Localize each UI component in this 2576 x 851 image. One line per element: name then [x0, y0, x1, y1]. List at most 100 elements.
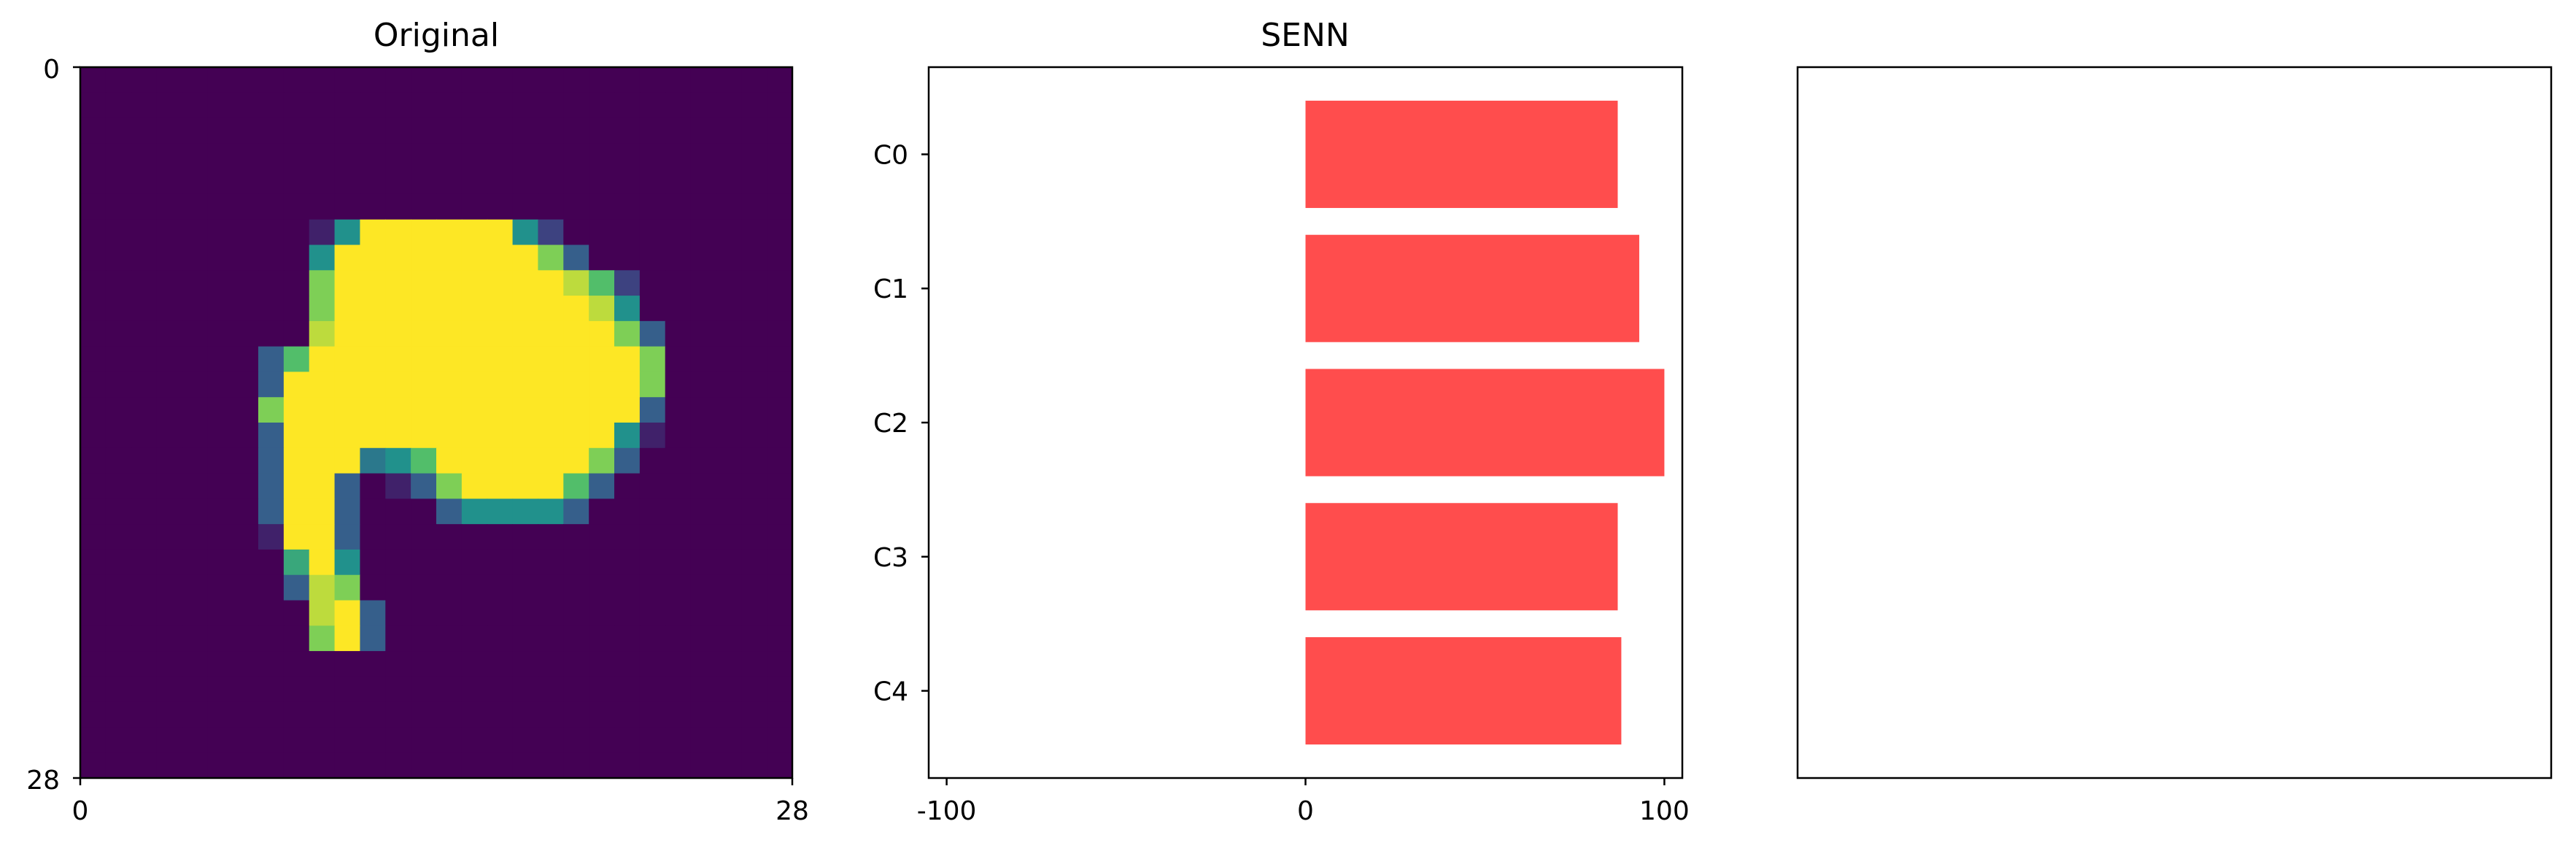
- heatmap-cell: [80, 625, 107, 652]
- heatmap-cell: [360, 727, 386, 753]
- heatmap-cell: [639, 423, 666, 449]
- heatmap-cell: [105, 143, 132, 169]
- heatmap-cell: [385, 701, 411, 728]
- heatmap-cell: [690, 296, 717, 322]
- heatmap-cell: [360, 92, 386, 119]
- heatmap-cell: [207, 651, 233, 677]
- heatmap-cell: [385, 244, 411, 271]
- heatmap-cell: [741, 651, 767, 677]
- heatmap-cell: [233, 676, 259, 703]
- heatmap-cell: [131, 549, 158, 576]
- heatmap-cell: [741, 727, 767, 753]
- heatmap-cell: [309, 320, 336, 347]
- heatmap-cell: [309, 423, 336, 449]
- heatmap-cell: [283, 296, 310, 322]
- heatmap-cell: [436, 423, 463, 449]
- heatmap-cell: [309, 447, 336, 474]
- heatmap-cell: [182, 270, 208, 296]
- heatmap-cell: [512, 219, 539, 246]
- original-xtick-label-right: 28: [775, 796, 809, 826]
- heatmap-cell: [309, 92, 336, 119]
- heatmap-cell: [182, 625, 208, 652]
- heatmap-cell: [385, 193, 411, 220]
- heatmap-cell: [258, 67, 285, 93]
- heatmap-cell: [233, 296, 259, 322]
- heatmap-cell: [182, 727, 208, 753]
- heatmap-cell: [512, 447, 539, 474]
- heatmap-cell: [360, 397, 386, 423]
- heatmap-cell: [614, 320, 641, 347]
- heatmap-cell: [665, 193, 692, 220]
- heatmap-cell: [156, 473, 183, 499]
- heatmap-cell: [639, 219, 666, 246]
- heatmap-cell: [258, 118, 285, 144]
- senn-bar-c3: [1305, 503, 1618, 611]
- heatmap-cell: [131, 447, 158, 474]
- heatmap-cell: [131, 625, 158, 652]
- heatmap-cell: [385, 346, 411, 373]
- heatmap-cell: [665, 752, 692, 779]
- heatmap-cell: [614, 346, 641, 373]
- heatmap-cell: [258, 625, 285, 652]
- heatmap-cell: [741, 498, 767, 525]
- heatmap-cell: [334, 371, 361, 398]
- heatmap-cell: [461, 193, 488, 220]
- heatmap-cell: [182, 346, 208, 373]
- heatmap-cell: [487, 625, 514, 652]
- senn-panel: SENN C0 C1 C2 C3 C4 -100 0 100: [873, 17, 1690, 826]
- heatmap-cell: [80, 752, 107, 779]
- heatmap-cell: [487, 473, 514, 499]
- heatmap-cell: [741, 397, 767, 423]
- heatmap-cell: [360, 346, 386, 373]
- heatmap-cell: [716, 118, 742, 144]
- heatmap-cell: [309, 397, 336, 423]
- heatmap-cell: [512, 169, 539, 195]
- heatmap-cell: [283, 701, 310, 728]
- heatmap-cell: [589, 270, 615, 296]
- heatmap-cell: [411, 219, 437, 246]
- heatmap-cell: [80, 118, 107, 144]
- heatmap-cell: [589, 118, 615, 144]
- heatmap-cell: [283, 320, 310, 347]
- heatmap-cell: [563, 397, 589, 423]
- heatmap-cell: [182, 143, 208, 169]
- heatmap-cell: [334, 447, 361, 474]
- heatmap-cell: [639, 371, 666, 398]
- heatmap-cell: [614, 169, 641, 195]
- heatmap-cell: [182, 118, 208, 144]
- heatmap-cell: [716, 143, 742, 169]
- heatmap-cell: [360, 498, 386, 525]
- heatmap-cell: [639, 625, 666, 652]
- heatmap-cell: [436, 169, 463, 195]
- heatmap-cell: [716, 727, 742, 753]
- heatmap-cell: [207, 219, 233, 246]
- heatmap-cell: [741, 92, 767, 119]
- heatmap-cell: [639, 193, 666, 220]
- heatmap-cell: [538, 397, 564, 423]
- heatmap-cell: [563, 270, 589, 296]
- heatmap-cell: [716, 270, 742, 296]
- heatmap-cell: [690, 549, 717, 576]
- heatmap-cell: [487, 219, 514, 246]
- heatmap-cell: [461, 574, 488, 601]
- heatmap-cell: [233, 651, 259, 677]
- heatmap-cell: [436, 727, 463, 753]
- heatmap-cell: [690, 67, 717, 93]
- heatmap-cell: [360, 169, 386, 195]
- heatmap-cell: [538, 193, 564, 220]
- heatmap-cell: [538, 574, 564, 601]
- heatmap-cell: [767, 67, 793, 93]
- heatmap-cell: [639, 320, 666, 347]
- heatmap-cell: [538, 473, 564, 499]
- heatmap-cell: [538, 169, 564, 195]
- heatmap-cell: [207, 193, 233, 220]
- original-panel: Original 0 28 0 28: [26, 17, 809, 826]
- heatmap-cell: [385, 92, 411, 119]
- heatmap-cell: [767, 651, 793, 677]
- heatmap-cell: [487, 270, 514, 296]
- heatmap-cell: [309, 169, 336, 195]
- heatmap-cell: [207, 143, 233, 169]
- heatmap-cell: [512, 193, 539, 220]
- heatmap-cell: [589, 651, 615, 677]
- heatmap-cell: [487, 169, 514, 195]
